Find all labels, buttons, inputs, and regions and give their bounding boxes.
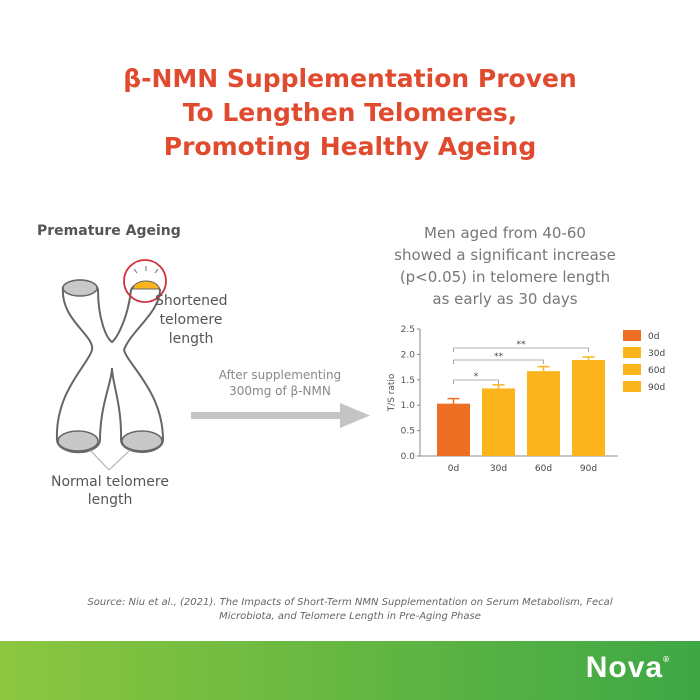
finding-line: (p<0.05) in telomere length: [399, 268, 611, 286]
normal-telomere-pointer: [89, 449, 131, 471]
bar-chart: 0.0 0.5 1.0 1.5 2.0 2.5 T/S ratio 0d 0d 30d 30d 60d…: [387, 325, 665, 474]
illustration-heading: Premature Ageing: [37, 223, 181, 239]
supplement-line: After supplementing: [218, 368, 342, 382]
finding-line: Men aged from 40-60: [424, 224, 586, 242]
significance-label: **: [517, 340, 527, 350]
x-tick-label: 0d: [448, 464, 459, 474]
finding-line: showed a significant increase: [394, 246, 616, 264]
legend-swatch: [623, 364, 641, 375]
source-citation: Source: Niu et al., (2021). The Impacts …: [40, 596, 660, 624]
normal-telomere-label: Normal telomere length: [51, 474, 169, 508]
legend-swatch: [623, 330, 641, 341]
x-tick-label: 90d: [580, 464, 597, 474]
significance-label: *: [474, 372, 479, 382]
telomere-cap-bottom-left: [57, 430, 99, 452]
telomere-cap-top-left: [62, 279, 98, 297]
footer-band: Nova®: [0, 641, 700, 700]
y-axis-label: T/S ratio: [387, 373, 397, 412]
chromosome-outline: [55, 279, 165, 454]
bar-90d: [572, 359, 605, 456]
significance-bracket: [453, 359, 544, 364]
chromosome-illustration: [55, 259, 370, 471]
legend-label: 0d: [648, 332, 659, 342]
telomere-cap-bottom-right: [121, 430, 163, 452]
brand-logo: Nova®: [586, 651, 670, 685]
title-line: To Lengthen Telomeres,: [182, 98, 518, 127]
bar-0d: [437, 403, 470, 456]
y-tick-label: 1.0: [401, 401, 416, 411]
finding-line: as early as 30 days: [432, 290, 578, 308]
legend-swatch: [623, 347, 641, 358]
y-tick-label: 0.5: [401, 427, 415, 437]
spark-rays: [133, 266, 159, 274]
legend-label: 30d: [648, 349, 665, 359]
y-tick-label: 2.5: [401, 325, 415, 335]
y-tick-label: 0.0: [401, 452, 416, 462]
arrow-right-icon: [191, 403, 370, 428]
supplement-line: 300mg of β-NMN: [229, 384, 331, 398]
registered-mark: ®: [663, 655, 670, 664]
shortened-telomere-cap: [132, 280, 160, 290]
legend-swatch: [623, 381, 641, 392]
highlight-circle: [123, 259, 167, 303]
source-line: Source: Niu et al., (2021). The Impacts …: [87, 597, 613, 608]
significance-bracket: [453, 379, 499, 384]
x-tick-label: 60d: [535, 464, 552, 474]
y-tick-label: 2.0: [401, 350, 416, 360]
significance-bracket: [453, 347, 589, 352]
title-line: β-NMN Supplementation Proven: [123, 64, 577, 93]
supplement-label: After supplementing 300mg of β-NMN: [190, 367, 370, 399]
shortened-telomere-label: Shortened telomere length: [155, 293, 228, 347]
x-tick-label: 30d: [490, 464, 507, 474]
title-line: Promoting Healthy Ageing: [163, 132, 537, 161]
source-line: Microbiota, and Telomere Length in Pre-A…: [219, 611, 481, 622]
legend-label: 90d: [648, 383, 665, 393]
y-tick-label: 1.5: [401, 376, 415, 386]
finding-text: Men aged from 40-60 showed a significant…: [355, 222, 655, 310]
bar-30d: [482, 388, 515, 456]
brand-name: Nova: [585, 651, 664, 684]
page-title: β-NMN Supplementation Proven To Lengthen…: [0, 62, 700, 164]
legend-label: 60d: [648, 366, 665, 376]
bar-60d: [527, 371, 560, 456]
significance-label: **: [494, 352, 504, 362]
